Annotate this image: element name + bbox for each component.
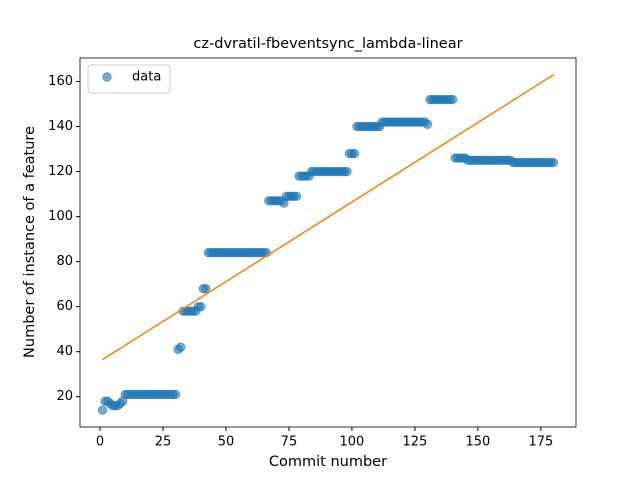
point <box>170 389 181 400</box>
legend-box <box>87 64 171 94</box>
x-tick-label: 175 <box>528 435 553 450</box>
legend-marker <box>102 72 112 82</box>
chart-title: cz-dvratil-fbeventsync_lambda-linear <box>193 36 462 52</box>
x-tick-label: 125 <box>402 435 427 450</box>
y-tick-label: 60 <box>56 299 73 314</box>
x-tick-label: 0 <box>96 435 104 450</box>
point <box>291 191 302 202</box>
point <box>342 166 352 177</box>
x-tick-label: 100 <box>340 435 365 450</box>
point <box>201 283 211 294</box>
y-tick-label: 20 <box>56 389 73 404</box>
y-tick-label: 40 <box>56 344 73 359</box>
x-axis-label: Commit number <box>269 454 387 470</box>
x-tick-label: 75 <box>281 435 298 450</box>
y-tick-label: 160 <box>48 74 73 89</box>
point <box>548 157 559 168</box>
fit-line <box>102 74 554 361</box>
point <box>97 405 108 415</box>
y-tick-label: 100 <box>48 209 73 224</box>
point <box>422 119 433 130</box>
y-tick-label: 80 <box>56 254 73 269</box>
point <box>175 342 186 352</box>
y-tick-label: 120 <box>48 164 73 179</box>
x-tick-label: 25 <box>155 435 172 450</box>
x-tick-label: 150 <box>465 435 490 450</box>
point <box>196 301 206 312</box>
plot-frame <box>79 57 577 428</box>
point <box>349 148 360 159</box>
legend-label: data <box>132 70 161 85</box>
y-tick-label: 140 <box>48 119 73 134</box>
y-axis-label: Number of instance of a feature <box>22 126 38 358</box>
x-tick-label: 50 <box>218 435 235 450</box>
point <box>447 94 458 105</box>
